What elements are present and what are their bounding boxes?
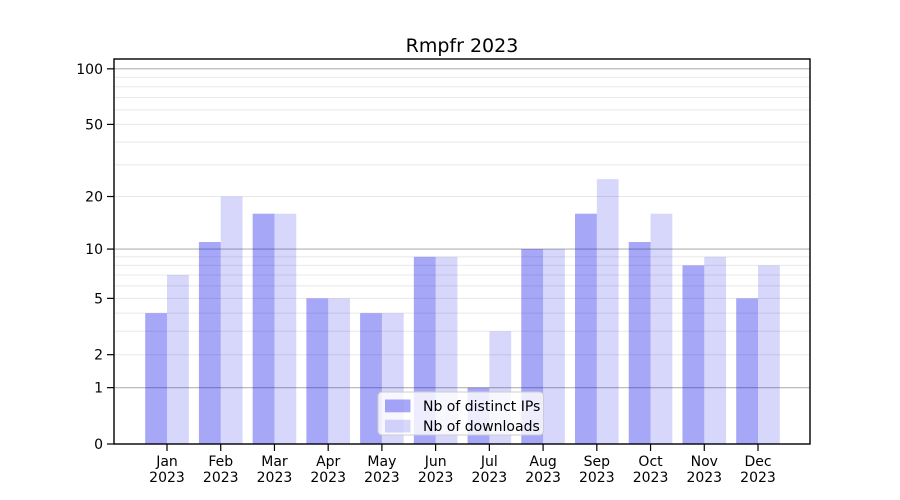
x-tick-label-month: Jul: [480, 454, 498, 470]
x-tick-label-year: 2023: [472, 470, 508, 486]
x-tick-label-year: 2023: [310, 470, 346, 486]
y-tick-label: 5: [94, 291, 103, 307]
y-tick-label: 100: [76, 62, 103, 78]
bar-ips-may: [360, 313, 382, 444]
x-tick-label-year: 2023: [257, 470, 293, 486]
bar-downloads-aug: [543, 249, 565, 444]
x-tick-label-month: Oct: [638, 454, 663, 470]
x-tick-label-year: 2023: [633, 470, 669, 486]
bar-downloads-mar: [274, 213, 297, 444]
x-tick-label-year: 2023: [418, 470, 454, 486]
x-tick-label-month: May: [367, 454, 396, 470]
x-tick-label-year: 2023: [364, 470, 400, 486]
x-tick-label-month: Dec: [744, 454, 771, 470]
x-tick-label-year: 2023: [203, 470, 239, 486]
bar-ips-feb: [198, 242, 221, 444]
x-tick-label-month: Aug: [529, 454, 556, 470]
bar-ips-apr: [306, 298, 329, 444]
x-tick-label-year: 2023: [579, 470, 615, 486]
legend-swatch-downloads: [385, 419, 411, 433]
legend-label-distinct-ips: Nb of distinct IPs: [423, 399, 540, 415]
y-tick-label: 0: [94, 437, 103, 453]
y-tick-label: 10: [85, 242, 103, 258]
plot-border: [113, 58, 811, 445]
gridlines: [114, 68, 810, 389]
x-tick-label-year: 2023: [525, 470, 561, 486]
y-tick-label: 20: [85, 190, 103, 206]
x-tick-label-month: Jun: [424, 454, 447, 470]
x-tick-label-month: Mar: [261, 454, 288, 470]
legend-box: [377, 391, 544, 436]
x-tick-label-month: Feb: [208, 454, 233, 470]
bar-ips-oct: [628, 242, 651, 444]
bar-ips-sep: [575, 213, 597, 444]
bar-downloads-dec: [758, 265, 780, 444]
x-tick-label-year: 2023: [686, 470, 722, 486]
legend-label-downloads: Nb of downloads: [423, 419, 540, 435]
bar-downloads-apr: [328, 298, 350, 444]
bar-ips-jan: [145, 313, 167, 444]
axes: 1005020105210Jan2023Feb2023Mar2023Apr202…: [76, 58, 811, 486]
bar-downloads-oct: [650, 213, 673, 444]
bar-downloads-jan: [167, 274, 189, 444]
bar-ips-mar: [252, 213, 275, 444]
x-tick-label-month: Apr: [316, 454, 340, 470]
x-tick-label-year: 2023: [149, 470, 185, 486]
x-tick-label-month: Sep: [584, 454, 611, 470]
y-tick-label: 2: [94, 348, 103, 364]
bar-ips-dec: [736, 298, 758, 444]
x-tick-label-month: Jan: [155, 454, 178, 470]
legend-swatch-distinct-ips: [385, 399, 411, 413]
x-tick-label-month: Nov: [691, 454, 718, 470]
bar-ips-nov: [682, 265, 705, 444]
legend: Nb of distinct IPs Nb of downloads: [377, 391, 544, 436]
bar-downloads-nov: [704, 256, 727, 444]
bar-downloads-sep: [596, 179, 619, 444]
x-tick-label-year: 2023: [740, 470, 776, 486]
y-tick-label: 1: [94, 381, 103, 397]
chart-title: Rmpfr 2023: [406, 35, 519, 57]
bar-downloads-feb: [220, 196, 243, 444]
y-tick-label: 50: [85, 117, 103, 133]
